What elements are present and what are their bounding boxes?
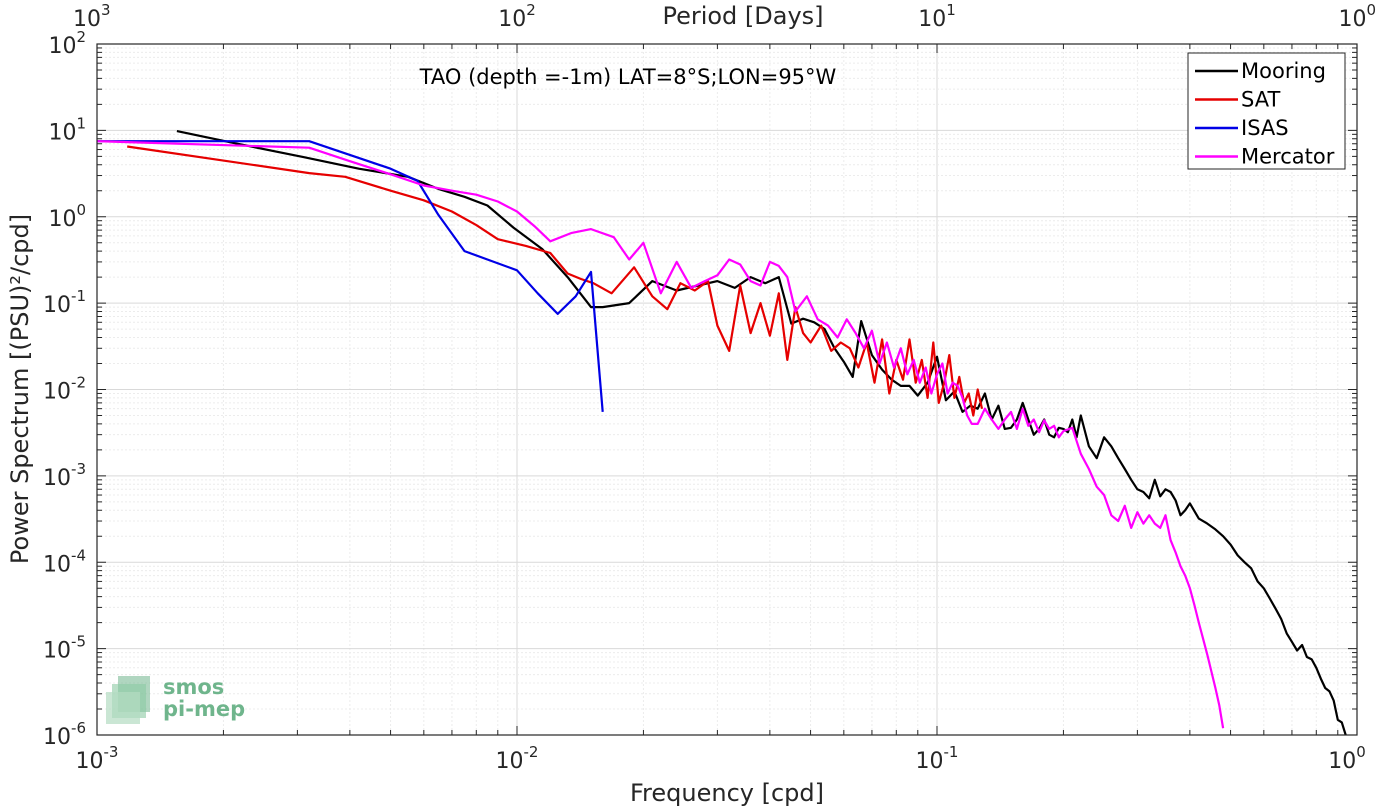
tick-marks: [96, 43, 1358, 736]
legend-label-mooring: Mooring: [1241, 59, 1326, 83]
x-tick-label: 10-3: [76, 743, 119, 774]
top-tick-label: 100: [1338, 1, 1376, 32]
y-tick-label: 100: [48, 201, 86, 232]
top-tick-label: 101: [918, 1, 956, 32]
legend-items: Mooring SAT ISAS Mercator: [1195, 59, 1335, 169]
y-tick-label: 10-5: [43, 633, 86, 664]
series-line-isas: [97, 140, 604, 412]
logo-line2: pi-mep: [163, 697, 245, 721]
y-tick-label: 10-3: [43, 460, 86, 491]
x-tick-label: 100: [1328, 743, 1366, 774]
y-axis-label: Power Spectrum [(PSU)²/cpd]: [6, 214, 34, 564]
x-tick-label: 10-1: [916, 743, 959, 774]
legend-box: [1187, 52, 1346, 170]
top-tick-label: 102: [498, 1, 536, 32]
x-tick-label: 10-2: [496, 743, 539, 774]
legend: Mooring SAT ISAS Mercator: [1187, 52, 1346, 170]
y-tick-label: 10-2: [43, 374, 86, 405]
logo-line1: smos: [163, 675, 224, 699]
legend-label-sat: SAT: [1241, 88, 1280, 112]
top-tick-label: 103: [73, 1, 111, 32]
chart-title: TAO (depth =-1m) LAT=8°S;LON=95°W: [419, 65, 837, 89]
x-axis-label: Frequency [cpd]: [630, 779, 824, 807]
series-line-mercator: [97, 140, 1225, 729]
y-tick-label: 10-6: [43, 719, 86, 750]
legend-label-mercator: Mercator: [1241, 145, 1335, 169]
y-tick-label: 102: [48, 28, 86, 59]
series-layer: [97, 130, 1347, 735]
top-axis-label: Period [Days]: [662, 2, 823, 30]
legend-label-isas: ISAS: [1241, 116, 1289, 140]
logo-layer-3-icon: [106, 692, 140, 724]
smos-pi-mep-logo: smos pi-mep: [106, 675, 245, 724]
y-tick-label: 10-4: [43, 546, 86, 577]
y-tick-label: 101: [48, 114, 86, 145]
y-tick-label: 10-1: [43, 287, 86, 318]
